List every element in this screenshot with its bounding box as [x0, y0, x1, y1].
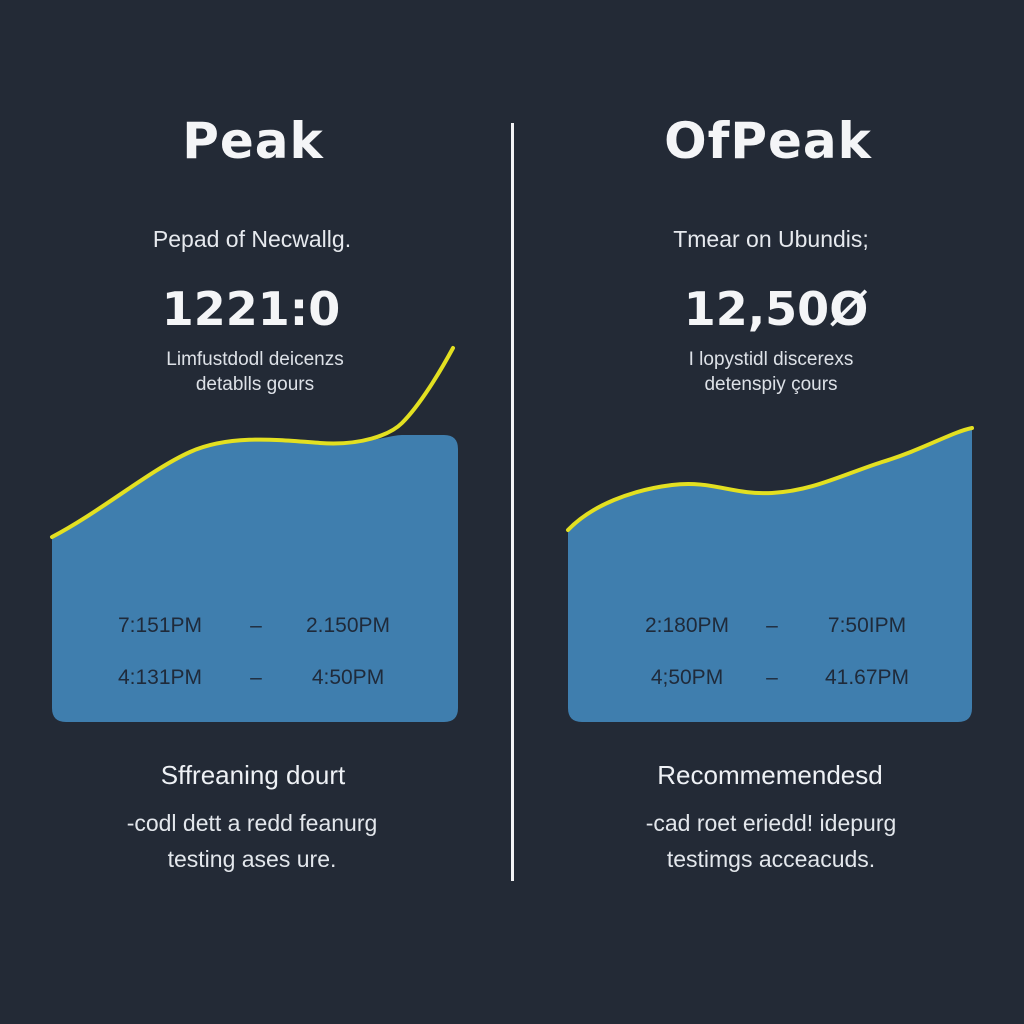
peak-subtitle: Pepad of Necwallg.: [152, 226, 352, 252]
time-start: 4:131PM: [117, 666, 203, 689]
peak-section-heading: Sffreaning dourt: [160, 760, 346, 790]
peak-panel: Peak Pepad of Necwallg. 1221:0 Limfustdo…: [0, 112, 512, 872]
time-end: 41.67PM: [824, 666, 910, 689]
peak-area-fill: [52, 435, 458, 722]
offpeak-usage-chart: [566, 426, 974, 722]
peak-value: 1221:0: [161, 282, 341, 336]
peak-time-row: 7:151PM – 2.150PM: [0, 614, 512, 644]
peak-usage-chart: [50, 346, 458, 722]
time-separator: –: [250, 614, 262, 637]
time-start: 2:180PM: [644, 614, 730, 637]
peak-time-row: 4:131PM – 4:50PM: [0, 666, 512, 696]
peak-section-line-2: testing ases ure.: [167, 846, 337, 872]
offpeak-panel: OfPeak Tmear on Ubundis; 12,50Ø I lopyst…: [512, 0, 1024, 1024]
peak-description: Limfustdodl deicenzs detablls gours: [0, 347, 510, 397]
offpeak-section-line-2: testimgs acceacuds.: [666, 846, 876, 872]
offpeak-description-line-2: detenspiy çours: [704, 374, 838, 395]
peak-title: Peak: [182, 112, 324, 170]
offpeak-section-line-1: -cad roet eriedd! idepurg: [645, 810, 897, 836]
time-separator: –: [250, 666, 262, 689]
offpeak-section-heading: Recommemendesd: [657, 760, 883, 790]
offpeak-trend-line: [566, 426, 974, 532]
offpeak-value: 12,50Ø: [683, 282, 869, 336]
time-end: 4:50PM: [311, 666, 385, 689]
time-start: 4;50PM: [650, 666, 724, 689]
offpeak-description: I lopystidl discerexs detenspiy çours: [516, 347, 1024, 397]
offpeak-time-row: 2:180PM – 7:50IPM: [512, 614, 1024, 644]
time-end: 2.150PM: [305, 614, 391, 637]
offpeak-time-row: 4;50PM – 41.67PM: [512, 666, 1024, 696]
offpeak-description-line-1: I lopystidl discerexs: [688, 349, 854, 370]
offpeak-area-fill: [568, 428, 972, 722]
offpeak-title: OfPeak: [664, 112, 872, 170]
time-end: 7:50IPM: [827, 614, 907, 637]
offpeak-subtitle: Tmear on Ubundis;: [673, 226, 869, 252]
time-start: 7:151PM: [117, 614, 203, 637]
panel-divider: [511, 123, 514, 881]
peak-trend-line: [50, 346, 455, 539]
peak-section-line-1: -codl dett a redd feanurg: [126, 810, 378, 836]
time-separator: –: [766, 666, 778, 689]
time-separator: –: [766, 614, 778, 637]
peak-description-line-2: detablls gours: [195, 374, 315, 395]
peak-description-line-1: Limfustdodl deicenzs: [166, 349, 344, 370]
